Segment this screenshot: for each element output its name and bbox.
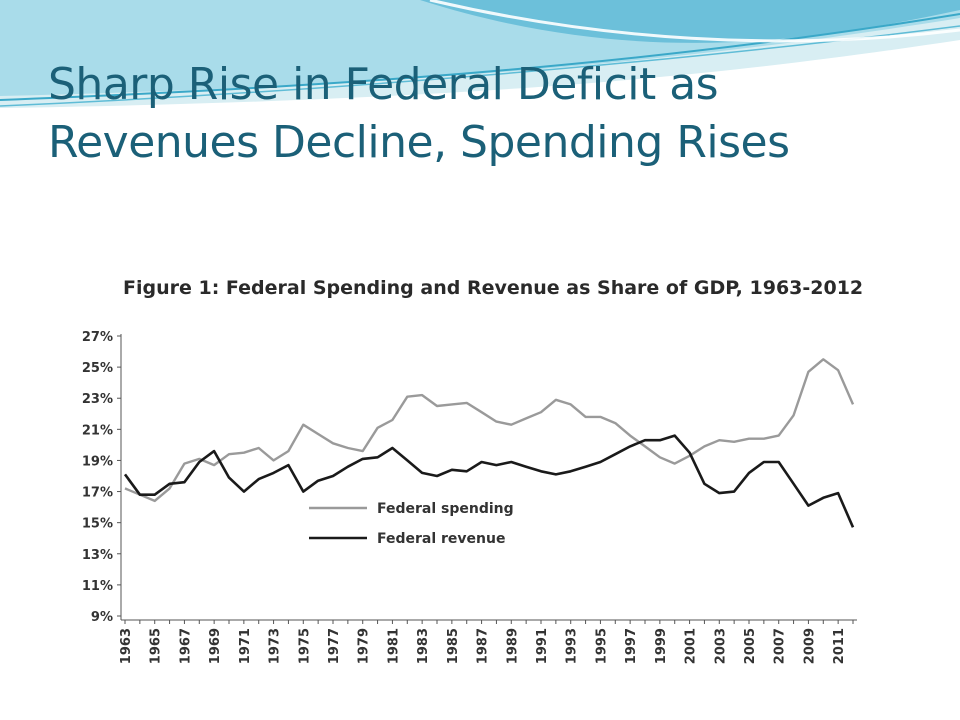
x-tick-label: 1971 — [238, 628, 253, 664]
x-tick-label: 1975 — [297, 628, 312, 664]
x-tick-label: 1967 — [178, 628, 193, 664]
swoosh-stroke-1 — [0, 13, 960, 101]
x-tick-label: 2005 — [743, 628, 758, 664]
line-chart: 9%11%13%15%17%19%21%23%25%27% 1963 1965 19… — [82, 330, 857, 664]
swoosh-white-highlight — [429, 0, 960, 43]
series-line-federal-spending — [124, 358, 855, 503]
x-tick-label: 1999 — [654, 628, 669, 664]
x-tick-label: 1997 — [624, 628, 639, 664]
x-tick-label: 1969 — [208, 628, 223, 664]
x-tick-label: 2011 — [832, 628, 847, 664]
y-tick-label: 23% — [82, 392, 113, 407]
y-tick-label: 21% — [82, 423, 113, 438]
x-tick-label: 1989 — [505, 628, 520, 664]
slide-title: Sharp Rise in Federal Deficit as Revenue… — [48, 56, 928, 172]
y-tick-label: 25% — [82, 361, 113, 376]
x-tick-label: 1985 — [446, 628, 461, 664]
y-tick-label: 17% — [82, 486, 113, 501]
y-tick-label: 11% — [82, 579, 113, 594]
y-tick-label: 15% — [82, 517, 113, 532]
slide-title-line-1: Sharp Rise in Federal Deficit as — [48, 59, 719, 110]
x-tick-label: 1993 — [565, 628, 580, 664]
slide-title-line-2: Revenues Decline, Spending Rises — [48, 117, 790, 168]
y-tick-label: 27% — [82, 330, 113, 345]
legend: Federal spending Federal revenue — [309, 501, 514, 547]
x-tick-label: 1987 — [476, 628, 491, 664]
x-tick-label: 1963 — [119, 628, 134, 664]
header-swoosh-decoration — [0, 0, 960, 108]
x-tick-label: 1983 — [416, 628, 431, 664]
y-tick-label: 9% — [91, 610, 113, 625]
x-tick-label: 2003 — [713, 628, 728, 664]
swoosh-band-dark — [420, 0, 960, 43]
x-tick-label: 2001 — [684, 628, 699, 664]
y-tick-label: 19% — [82, 454, 113, 469]
x-tick-label: 1991 — [535, 628, 550, 664]
x-tick-label: 1965 — [149, 628, 164, 664]
series-layer — [123, 358, 855, 528]
series-line-federal-revenue — [123, 434, 855, 528]
swoosh-stroke-2 — [0, 25, 960, 107]
x-tick-label: 2009 — [802, 628, 817, 664]
x-tick-label: 2007 — [773, 628, 788, 664]
legend-label: Federal spending — [377, 501, 514, 517]
x-axis: 1963 1965 1967 1969 1971 1973 1975 1977 1979 1981… — [119, 619, 857, 664]
x-tick-label: 1995 — [594, 628, 609, 664]
x-tick-label: 1977 — [327, 628, 342, 664]
x-tick-label: 1979 — [357, 628, 372, 664]
chart-title: Figure 1: Federal Spending and Revenue a… — [123, 277, 864, 299]
y-tick-label: 13% — [82, 548, 113, 563]
y-axis: 9% 11% 13% 15% 17% 19% 21% 23% 25% 27% — [82, 330, 122, 625]
x-tick-label: 1981 — [386, 628, 401, 664]
figure-panel: Figure 1: Federal Spending and Revenue a… — [63, 222, 873, 720]
x-tick-label: 1973 — [268, 628, 283, 664]
legend-label: Federal revenue — [377, 531, 505, 547]
